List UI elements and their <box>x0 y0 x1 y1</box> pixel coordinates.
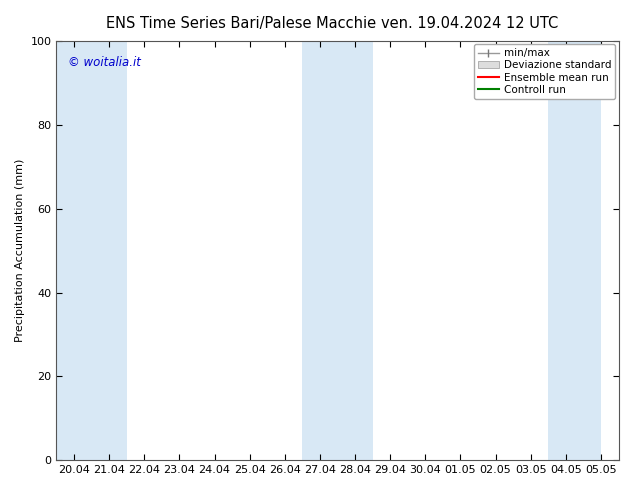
Y-axis label: Precipitation Accumulation (mm): Precipitation Accumulation (mm) <box>15 159 25 343</box>
Bar <box>56 41 127 460</box>
Bar <box>548 41 601 460</box>
Text: ven. 19.04.2024 12 UTC: ven. 19.04.2024 12 UTC <box>380 16 558 31</box>
Legend: min/max, Deviazione standard, Ensemble mean run, Controll run: min/max, Deviazione standard, Ensemble m… <box>474 44 616 99</box>
Text: ENS Time Series Bari/Palese Macchie: ENS Time Series Bari/Palese Macchie <box>106 16 376 31</box>
Text: © woitalia.it: © woitalia.it <box>68 56 141 69</box>
Bar <box>302 41 373 460</box>
